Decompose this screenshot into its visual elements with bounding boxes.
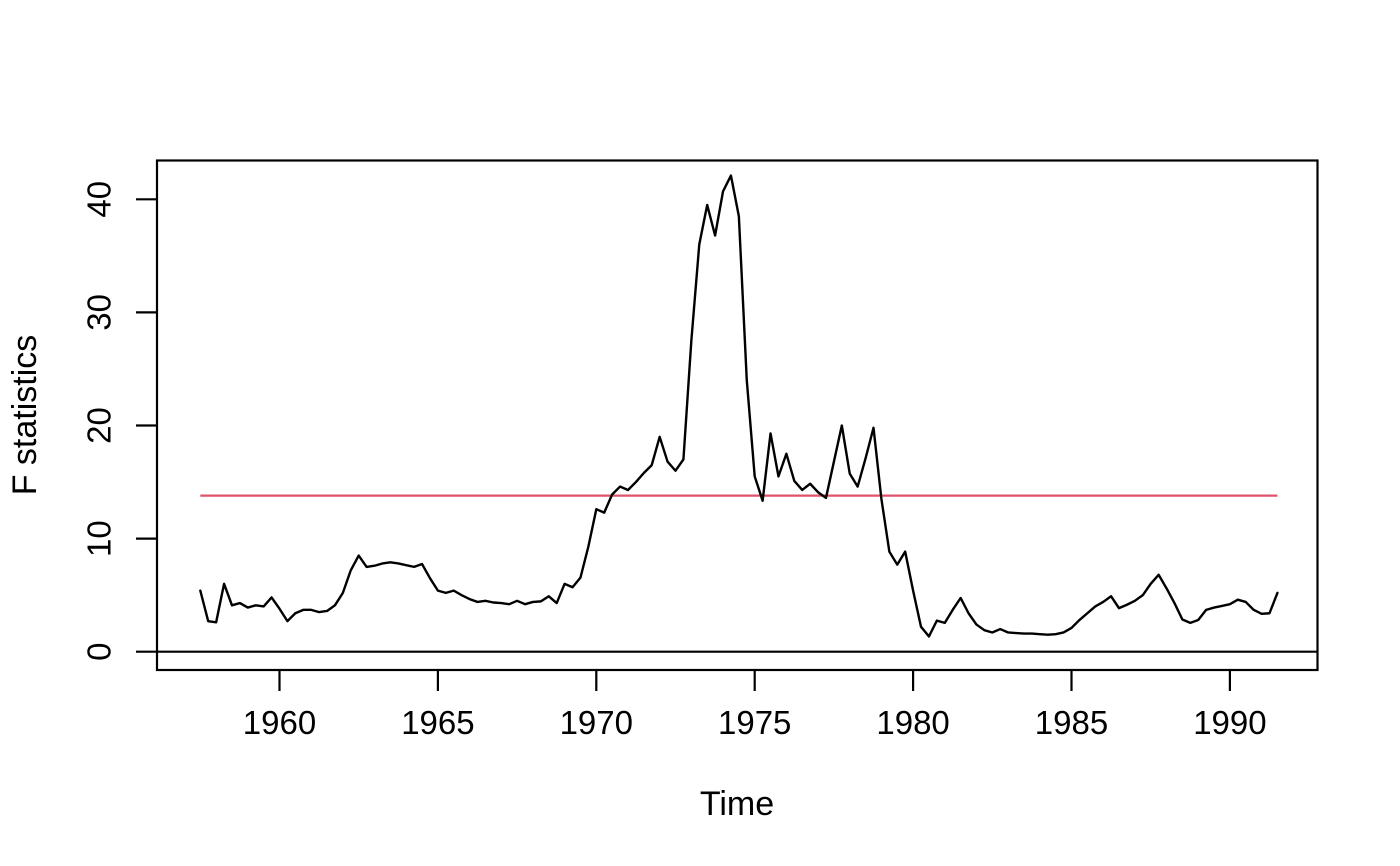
x-tick-label: 1980 <box>876 704 949 741</box>
y-axis-title: F statistics <box>6 335 44 496</box>
y-tick-label: 40 <box>81 181 118 218</box>
y-tick-label: 0 <box>81 643 118 661</box>
x-tick-label: 1960 <box>243 704 316 741</box>
y-tick-label: 30 <box>81 294 118 331</box>
y-axis-ticks <box>136 198 157 653</box>
plot-frame <box>155 159 1319 672</box>
x-tick-label: 1965 <box>401 704 474 741</box>
f-statistics-series <box>199 174 1279 638</box>
y-tick-label: 10 <box>81 520 118 557</box>
plot-box <box>155 159 1319 672</box>
x-axis-title: Time <box>700 785 774 823</box>
x-axis-tick-labels: 1960 1965 1970 1975 1980 1985 1990 <box>243 704 1267 741</box>
x-tick-label: 1975 <box>718 704 791 741</box>
x-tick-label: 1970 <box>560 704 633 741</box>
y-tick-label: 20 <box>81 407 118 444</box>
f-statistic-curve <box>199 174 1279 638</box>
x-tick-label: 1985 <box>1035 704 1108 741</box>
x-axis-ticks <box>278 670 1232 691</box>
y-axis-tick-labels: 0 10 20 30 40 <box>81 181 118 661</box>
x-tick-label: 1990 <box>1193 704 1266 741</box>
